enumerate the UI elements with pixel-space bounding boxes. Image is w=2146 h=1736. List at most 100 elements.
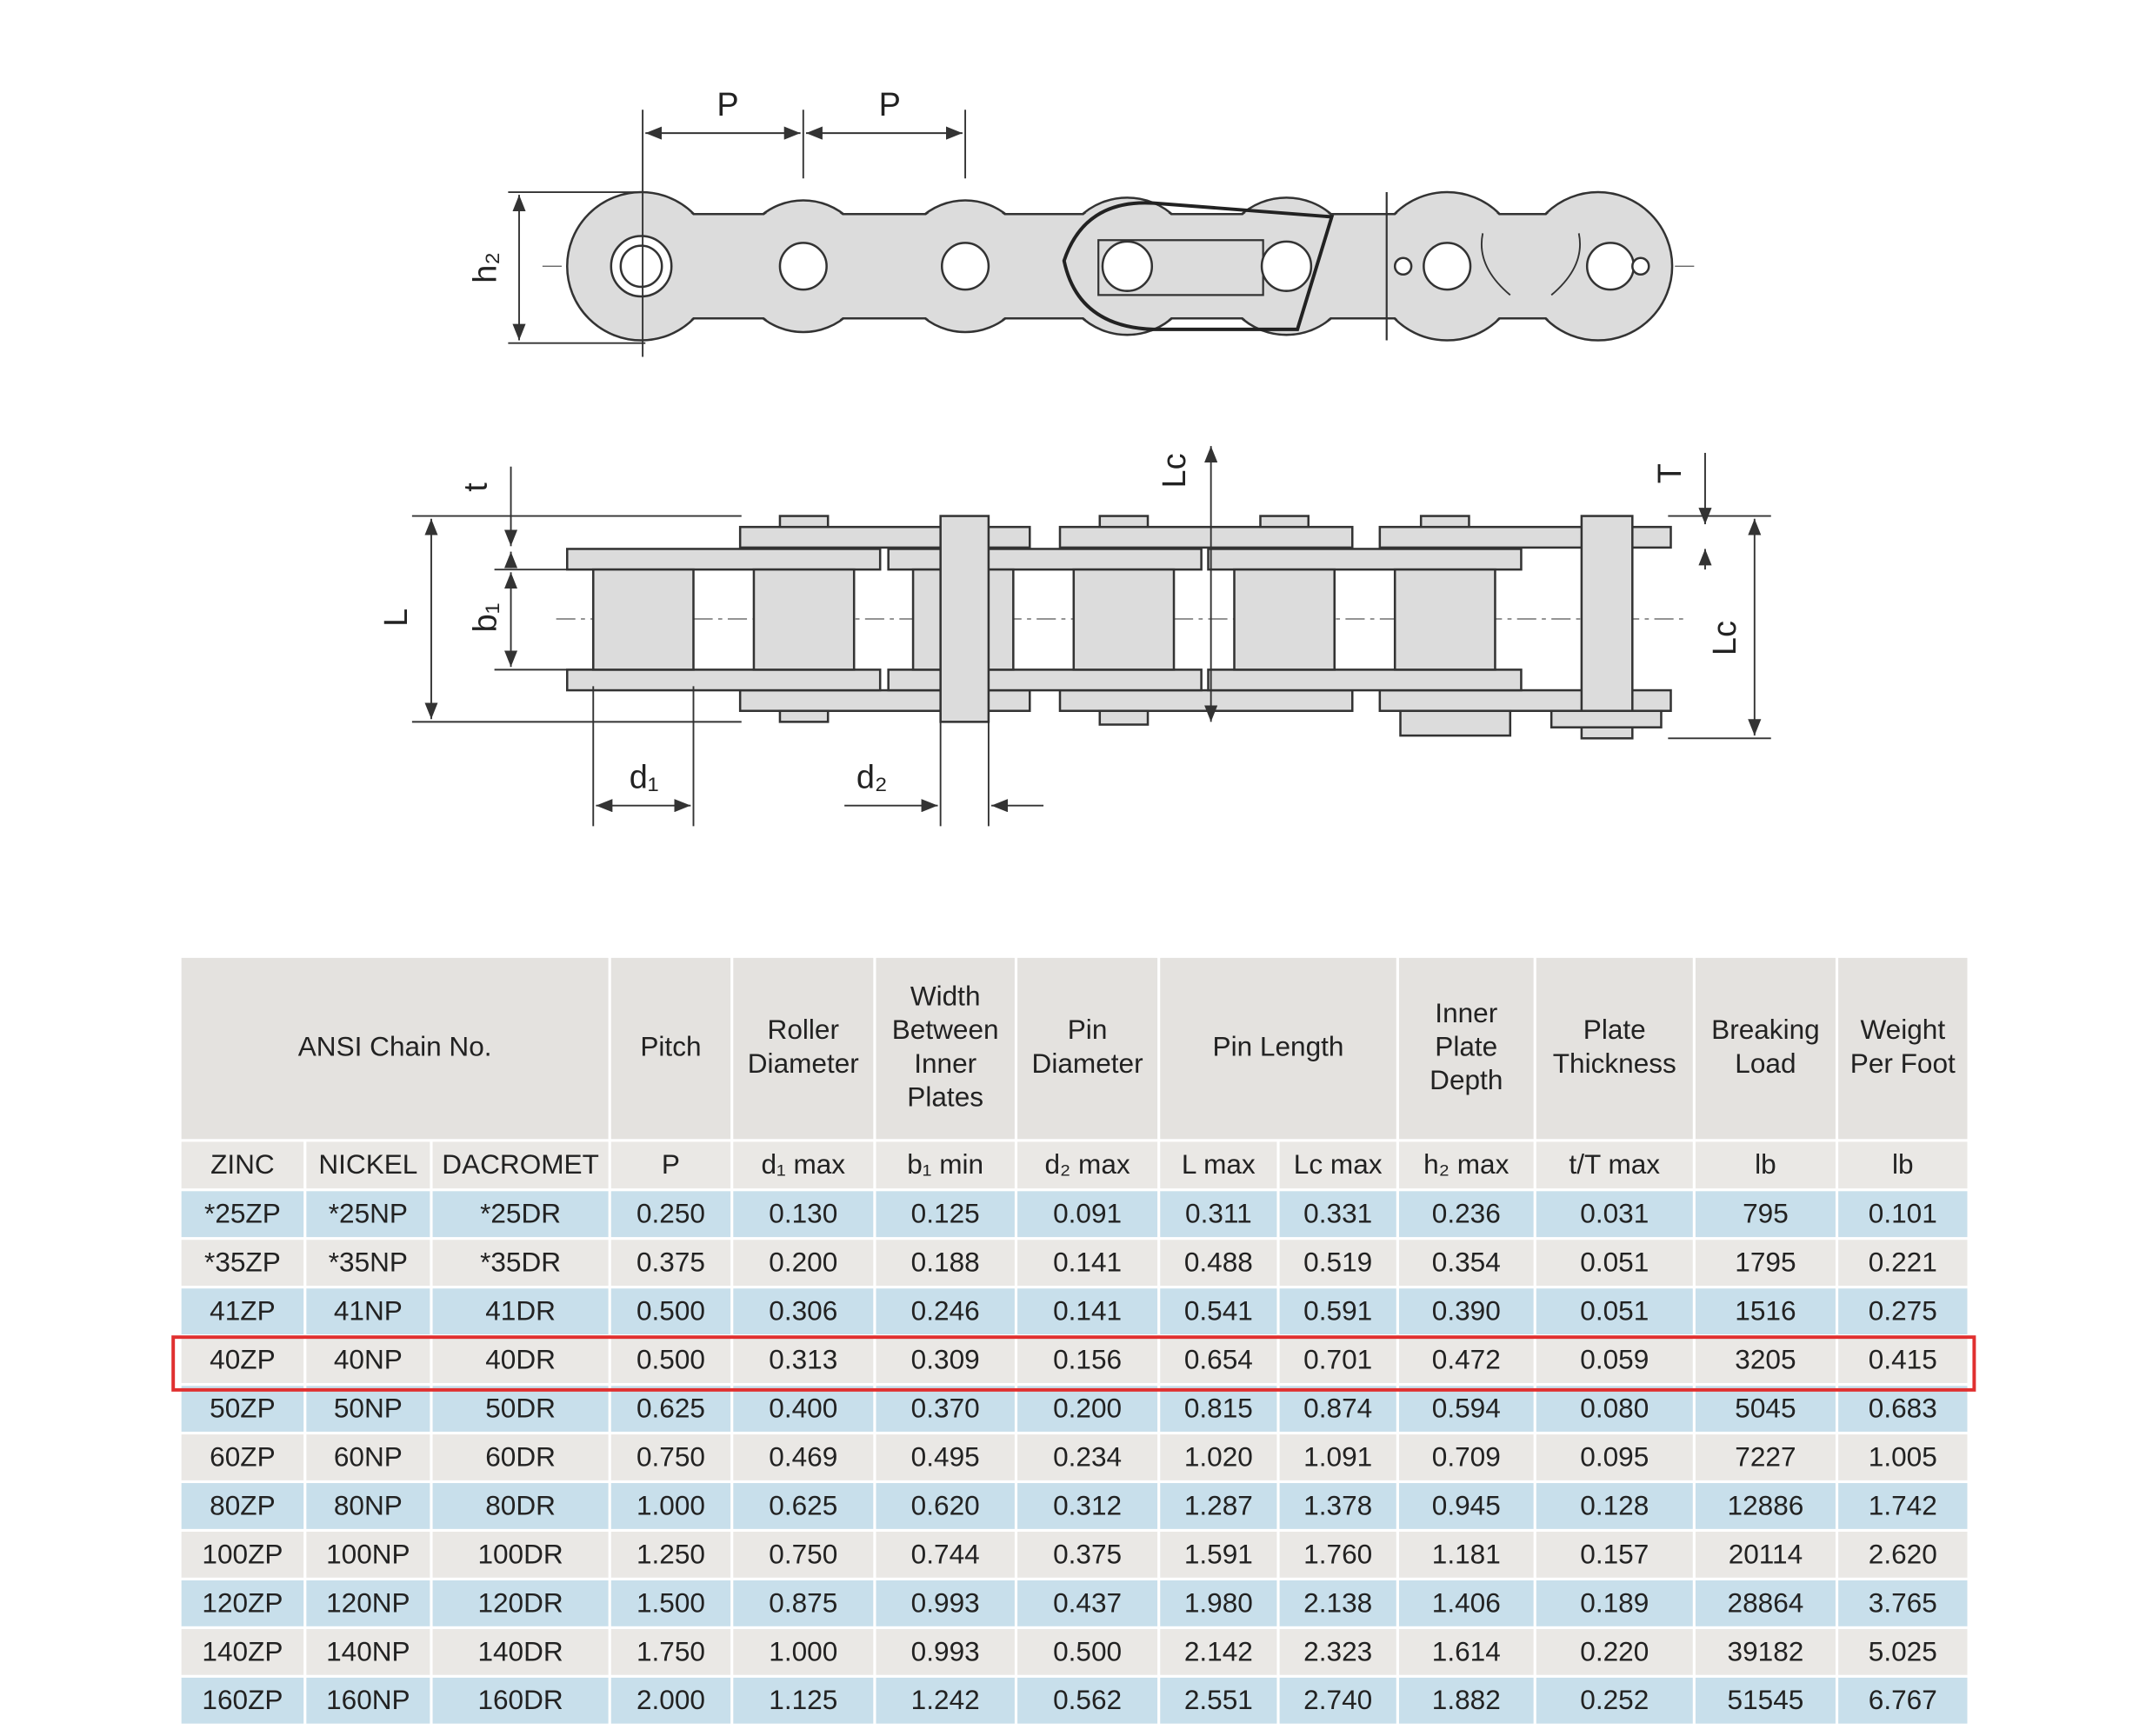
cell	[1160, 1337, 1277, 1383]
cell	[733, 1628, 874, 1675]
cell	[610, 1532, 731, 1578]
cell	[1838, 1288, 1968, 1335]
cell	[306, 1240, 430, 1287]
cell	[181, 1580, 304, 1626]
cell	[1017, 1628, 1158, 1675]
cell-text: 0.400	[769, 1392, 837, 1423]
cell-text: 0.275	[1869, 1295, 1937, 1327]
cell	[876, 1434, 1015, 1480]
cell-text: 2.740	[1303, 1684, 1372, 1715]
cell-text: 0.591	[1303, 1295, 1372, 1327]
cell	[181, 1337, 304, 1383]
cell	[1160, 1141, 1277, 1189]
cell	[306, 1532, 430, 1578]
cell-text: 120ZP	[202, 1586, 283, 1618]
subheader-text: L max	[1182, 1148, 1256, 1180]
cell-text: 160NP	[326, 1684, 410, 1715]
cell-text: 0.654	[1184, 1343, 1253, 1374]
cell-text: 0.051	[1580, 1247, 1649, 1278]
cell-text: 60ZP	[210, 1440, 275, 1472]
cell-text: 0.415	[1869, 1343, 1937, 1374]
cell-text: 0.390	[1432, 1295, 1501, 1327]
cell-text: 795	[1743, 1198, 1789, 1229]
cell-text: 0.488	[1184, 1247, 1253, 1278]
cell-text: 7227	[1735, 1440, 1796, 1472]
cell	[181, 957, 609, 1140]
header-text: Between	[892, 1014, 999, 1045]
cell-text: 41NP	[334, 1295, 403, 1327]
cell	[876, 1532, 1015, 1578]
cell-text: 0.519	[1303, 1247, 1372, 1278]
cell	[610, 1483, 731, 1529]
cell-text: *25NP	[329, 1198, 408, 1229]
cell	[1695, 1141, 1836, 1189]
cell	[181, 1191, 304, 1238]
cell-text: 80ZP	[210, 1489, 275, 1520]
cell	[306, 1288, 430, 1335]
header-text: Plate	[1435, 1030, 1497, 1061]
cell	[181, 1483, 304, 1529]
subheader-text: h₂ max	[1423, 1148, 1509, 1180]
cell	[1838, 1337, 1968, 1383]
cell-text: 1.591	[1184, 1538, 1253, 1569]
cell-text: 0.701	[1303, 1343, 1372, 1374]
cell-text: 0.815	[1184, 1392, 1253, 1423]
header-text: Inner	[914, 1048, 976, 1079]
cell	[610, 957, 731, 1140]
cell	[306, 1483, 430, 1529]
label: d₁	[630, 760, 659, 796]
label: L	[378, 609, 415, 627]
cell	[1398, 1677, 1534, 1724]
cell-text: 3205	[1735, 1343, 1796, 1374]
cell	[1279, 1483, 1396, 1529]
cell-text: 40NP	[334, 1343, 403, 1374]
cell-text: 0.620	[911, 1489, 980, 1520]
cell	[733, 1141, 874, 1189]
cell-text: 2.000	[636, 1684, 705, 1715]
cell	[1838, 1386, 1968, 1432]
cell	[1279, 1434, 1396, 1480]
cell	[733, 1580, 874, 1626]
cell-text: 100DR	[477, 1538, 563, 1569]
cell	[610, 1386, 731, 1432]
cell-text: 0.375	[636, 1247, 705, 1278]
cell-text: 0.594	[1432, 1392, 1501, 1423]
cell-text: 0.469	[769, 1440, 837, 1472]
cell-text: 0.370	[911, 1392, 980, 1423]
cell	[1398, 1240, 1534, 1287]
cell	[1017, 1386, 1158, 1432]
chain-side-view: t L b₁ Lc T Lc d₁ d₂	[378, 446, 1771, 827]
cell	[1838, 1532, 1968, 1578]
cell-text: 100ZP	[202, 1538, 283, 1569]
cell-text: 2.138	[1303, 1586, 1372, 1618]
cell-text: 0.709	[1432, 1440, 1501, 1472]
cell	[1398, 1386, 1534, 1432]
cell-text: 80NP	[334, 1489, 403, 1520]
cell-text: 0.313	[769, 1343, 837, 1374]
cell-text: 0.437	[1053, 1586, 1122, 1618]
cell	[876, 1141, 1015, 1189]
cell	[1695, 1532, 1836, 1578]
cell-text: 0.250	[636, 1198, 705, 1229]
cell	[1695, 1677, 1836, 1724]
cell-text: 120DR	[477, 1586, 563, 1618]
header-text: Pitch	[640, 1030, 701, 1061]
cell-text: 0.311	[1185, 1198, 1252, 1229]
cell	[1160, 1532, 1277, 1578]
cell	[876, 1240, 1015, 1287]
cell	[306, 1628, 430, 1675]
cell-text: 0.220	[1580, 1635, 1649, 1666]
cell-text: 140DR	[477, 1635, 563, 1666]
cell	[432, 1677, 609, 1724]
cell	[733, 1434, 874, 1480]
cell	[181, 1288, 304, 1335]
header-text: Load	[1735, 1048, 1796, 1079]
cell	[1536, 1580, 1693, 1626]
cell-text: 0.625	[769, 1489, 837, 1520]
header-text: Breaking	[1711, 1014, 1820, 1045]
cell	[306, 1677, 430, 1724]
cell	[733, 957, 874, 1140]
cell-text: 1.287	[1184, 1489, 1253, 1520]
cell-text: 41ZP	[210, 1295, 275, 1327]
